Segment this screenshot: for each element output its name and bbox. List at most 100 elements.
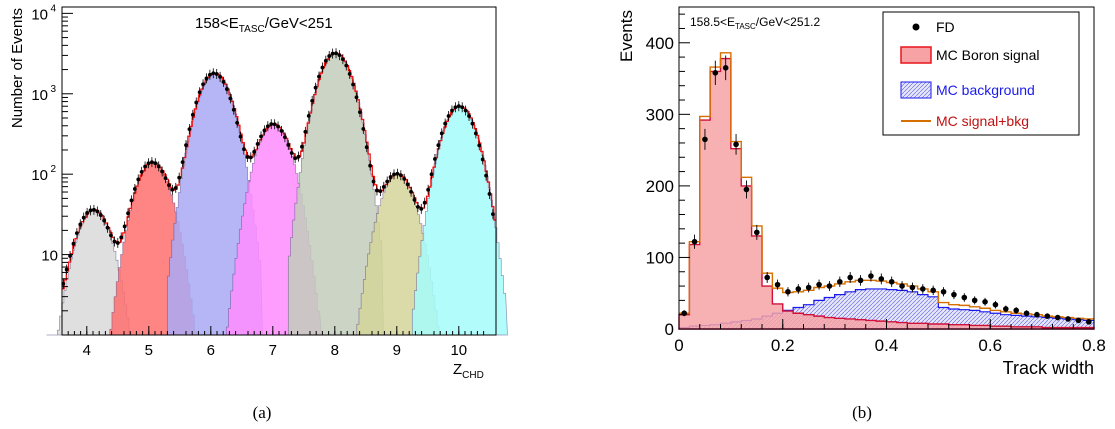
fd-point [702,136,708,143]
data-point [354,95,359,100]
y-tick-exponent: 4 [50,3,56,14]
data-point [433,157,437,161]
y-tick-exponent: 2 [50,164,56,175]
data-point [197,90,202,95]
data-point [361,127,366,131]
panel-a-caption: (a) [253,403,272,422]
x-tick-label: 4 [83,342,91,359]
legend-label-background: MC background [936,82,1035,98]
fd-point [1086,319,1092,325]
data-point [156,164,161,169]
data-point [71,241,76,246]
x-tick-label: 10 [450,342,467,359]
data-point [177,175,182,180]
panel-b-histograms [678,52,1095,330]
data-point [139,169,144,174]
fd-point [857,277,864,284]
fd-point [1075,317,1082,324]
data-point [102,218,107,223]
data-point [419,206,424,211]
y-tick-label: 10 [31,6,48,23]
x-tick-label: 0.2 [771,336,795,355]
legend-swatch-boron [900,46,932,64]
y-tick-label: 300 [646,105,674,124]
data-point [310,98,315,103]
data-point [173,185,178,190]
fd-point [951,291,957,298]
data-point [412,198,417,202]
fd-point [722,65,729,71]
fd-point [1013,307,1019,314]
data-point [347,72,352,76]
data-point [491,212,495,217]
data-point [323,58,328,63]
data-point [480,157,485,162]
data-point [282,135,287,140]
data-point [337,53,342,58]
panel-b-xlabel: Track width [1003,358,1094,378]
data-point [201,82,205,87]
data-point [456,104,461,109]
data-point [265,124,270,129]
fd-point [712,70,719,76]
data-point [122,224,127,229]
y-tick-label: 10 [31,87,48,104]
fd-point [878,276,885,282]
fd-point [847,274,853,281]
y-tick-label: 200 [646,177,674,196]
data-point [272,122,277,127]
data-point [392,172,396,177]
data-point [92,207,96,212]
data-point [170,187,175,192]
data-point [218,74,223,79]
legend-swatch-background [900,81,932,99]
fd-point [816,281,822,288]
data-point [150,160,154,165]
fd-point [805,284,812,291]
data-point [190,112,195,117]
data-point [64,267,69,272]
data-point [467,114,471,118]
data-point [95,209,100,214]
data-point [78,222,83,227]
data-point [375,188,379,193]
data-point [293,156,298,161]
hist-signal-plus-bkg [679,52,1094,320]
data-point [289,151,294,155]
data-point [317,74,321,79]
data-point [398,173,403,178]
data-point [109,233,113,238]
data-point [115,241,120,245]
panel-a-annotation: 158<ETASC/GeV<251 [195,15,333,35]
data-point [303,129,308,134]
data-point [85,211,90,215]
panel-b-caption: (b) [852,403,872,422]
data-point [276,124,280,129]
data-point [388,175,393,179]
fd-point [909,284,916,291]
data-point [225,87,229,91]
fd-point [743,186,750,193]
data-point [228,96,233,101]
data-point [262,128,267,133]
fd-point [681,310,687,317]
data-point [119,235,124,240]
data-point [105,225,110,230]
data-point [385,179,390,184]
legend: FD MC Boron signal MC background MC sign… [882,11,1080,136]
data-point [136,177,141,182]
panel-b-annotation: 158.5<ETASC/GeV<251.2 [690,15,821,31]
data-point [381,184,386,189]
data-point [371,179,376,184]
legend-marker-fd [912,23,920,31]
data-point [252,149,257,154]
legend-label-sum: MC signal+bkg [936,113,1029,129]
x-tick-label: 7 [269,342,277,359]
data-point [129,198,134,203]
panel-a-xlabel: ZCHD [453,361,484,381]
data-point [269,122,274,127]
data-point [112,239,117,244]
data-point [439,131,444,136]
